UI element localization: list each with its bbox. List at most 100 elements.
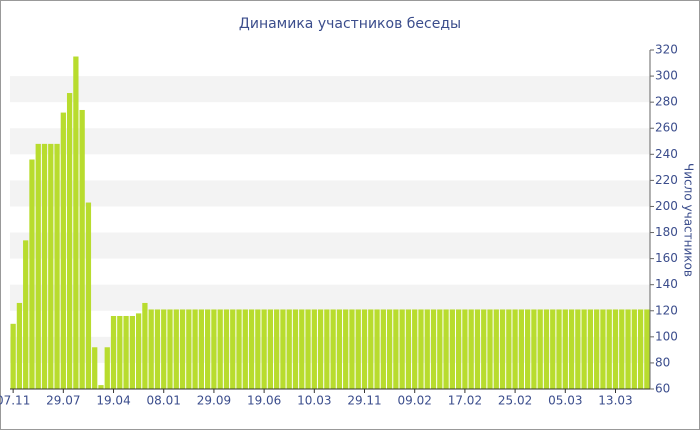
bar [474,309,481,389]
bar [587,309,594,389]
bar [205,309,211,389]
grid-band [10,76,650,103]
bar [525,309,531,389]
bar [286,309,292,389]
x-tick-label: 13.03 [598,394,632,408]
bar [499,309,506,389]
bar [405,309,412,389]
bar [198,309,205,389]
bar [531,309,537,389]
y-tick-label: 200 [655,199,678,213]
bar [161,309,167,389]
bar [117,315,123,389]
bar [343,309,349,389]
bar [619,309,625,389]
y-tick-label: 300 [655,69,678,83]
bar [211,309,217,389]
bar [393,309,399,389]
bar [236,309,242,389]
bar [110,315,117,389]
bar [217,309,223,389]
bar [349,309,355,389]
y-tick-label: 60 [655,382,670,396]
bar [98,385,104,389]
bar [443,309,449,389]
x-tick-label: 19.04 [96,394,130,408]
bar [255,309,261,389]
bar [374,309,380,389]
bar [637,309,644,389]
bar [518,309,525,389]
bar [644,309,650,389]
bar [192,309,198,389]
bar [242,309,248,389]
bar [173,309,179,389]
bar [280,309,286,389]
bar [317,309,324,389]
bar [468,309,474,389]
bar [481,309,487,389]
bar [543,309,550,389]
bar [625,309,631,389]
bar [336,309,343,389]
bar [292,309,299,389]
bar [230,309,236,389]
y-tick-label: 240 [655,147,678,161]
bar [449,309,455,389]
bar [10,323,16,389]
x-tick-label: 09.02 [398,394,432,408]
bar [267,309,274,389]
grid-band [10,180,650,207]
bar [581,309,587,389]
x-tick-label: 29.07 [46,394,80,408]
bar [186,309,192,389]
bar [305,309,311,389]
y-tick-label: 320 [655,43,678,57]
y-tick-label: 100 [655,329,678,343]
bar [631,309,637,389]
bar [418,309,424,389]
x-tick-label: 17.02 [448,394,482,408]
y-tick-label: 220 [655,173,678,187]
bar [41,143,48,389]
bar [324,309,330,389]
bar [66,93,73,390]
bar [54,143,60,389]
x-tick-label: 08.01 [147,394,181,408]
bar [556,309,562,389]
bar [311,309,317,389]
x-tick-label: 19.06 [247,394,281,408]
x-tick-label: 07.11 [0,394,30,408]
bar [248,309,255,389]
bar [537,309,543,389]
y-tick-label: 280 [655,95,678,109]
bar [179,309,186,389]
bar [135,313,142,389]
bar [386,309,393,389]
bar [424,309,430,389]
bar [380,309,386,389]
bar [594,309,600,389]
y-tick-label: 160 [655,251,678,265]
grid-band [10,128,650,155]
x-tick-label: 29.11 [347,394,381,408]
chart-title: Динамика участников беседы [239,16,461,32]
x-tick-label: 05.03 [548,394,582,408]
grid-band [10,336,650,363]
bar [167,309,173,389]
y-tick-label: 180 [655,225,678,239]
bar [48,143,54,389]
bar [512,309,518,389]
bar [361,309,368,389]
bar [355,309,361,389]
bar [506,309,512,389]
y-tick-label: 140 [655,277,678,291]
bar [16,302,23,389]
bar [568,309,575,389]
grid-band [10,284,650,311]
y-tick-label: 120 [655,303,678,317]
bar [399,309,405,389]
bar [330,309,336,389]
bar [575,309,581,389]
